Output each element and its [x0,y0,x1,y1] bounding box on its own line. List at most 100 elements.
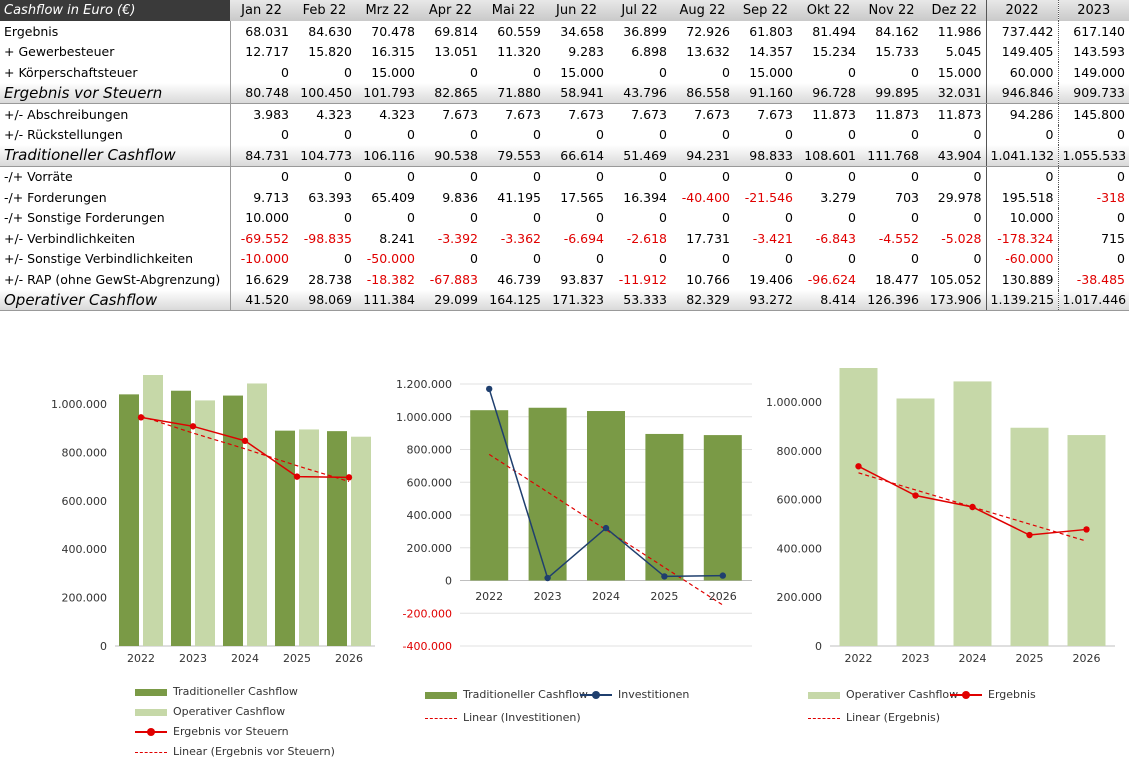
line-point[interactable] [912,492,919,499]
table-cell[interactable]: 703 [895,189,919,205]
table-cell[interactable]: 93.837 [560,271,604,287]
table-cell[interactable]: 100.450 [293,82,356,104]
legend-item[interactable]: Linear (Ergebnis vor Steuern) [135,745,335,758]
table-cell[interactable]: 84.162 [875,23,919,39]
table-cell[interactable]: 60.559 [497,23,541,39]
table-cell[interactable]: 9.713 [253,189,289,205]
table-cell[interactable]: 80.748 [230,82,293,104]
table-cell[interactable]: 72.926 [686,23,730,39]
table-cell[interactable]: 4.323 [293,103,356,125]
table-cell[interactable]: 46.739 [497,271,541,287]
table-cell[interactable]: 0 [344,64,352,80]
table-cell[interactable]: 51.469 [608,145,671,167]
table-cell[interactable]: 84.630 [308,23,352,39]
column-header[interactable]: Jan 22 [230,0,293,21]
table-cell[interactable]: 0 [1057,165,1129,187]
bar[interactable] [195,400,215,646]
table-cell[interactable]: 0 [973,127,982,143]
table-cell[interactable]: 15.000 [937,64,982,80]
bar[interactable] [171,390,191,646]
line-point[interactable] [486,385,493,393]
table-cell[interactable]: 84.731 [230,145,293,167]
table-cell[interactable]: 93.272 [734,289,797,311]
table-cell[interactable]: 1.055.533 [1057,145,1129,167]
column-header[interactable]: Okt 22 [797,0,860,21]
table-cell[interactable]: 7.673 [671,103,734,125]
table-cell[interactable]: 98.069 [293,289,356,311]
table-cell[interactable]: 0 [596,251,604,267]
table-cell[interactable]: 104.773 [293,145,356,167]
table-cell[interactable]: 32.031 [923,82,986,104]
table-cell[interactable]: 108.601 [797,145,860,167]
table-cell[interactable]: 173.906 [923,289,986,311]
table-cell[interactable]: -11.912 [618,271,667,287]
column-header[interactable]: 2023 [1057,0,1129,21]
bar[interactable] [223,395,243,646]
bar[interactable] [587,411,625,581]
row-label[interactable]: Traditioneller Cashflow [0,145,231,167]
table-cell[interactable]: 737.442 [985,21,1058,42]
table-cell[interactable]: 0 [545,165,608,187]
table-cell[interactable]: 0 [1057,207,1129,228]
table-cell[interactable]: 96.728 [797,82,860,104]
table-cell[interactable]: 0 [596,127,604,143]
table-cell[interactable]: 8.414 [797,289,860,311]
table-cell[interactable]: 0 [1057,248,1129,269]
table-cell[interactable]: 28.738 [308,271,352,287]
table-cell[interactable]: 0 [785,127,793,143]
line-point[interactable] [137,414,145,421]
table-cell[interactable]: 11.320 [497,44,541,60]
table-cell[interactable]: -50.000 [366,251,415,267]
table-cell[interactable]: 15.000 [371,64,415,80]
row-label[interactable]: +/- Abschreibungen [0,103,231,125]
table-cell[interactable]: 111.768 [860,145,923,167]
table-cell[interactable]: 0 [785,251,793,267]
line-point[interactable] [544,574,551,582]
table-cell[interactable]: 0 [911,127,919,143]
table-cell[interactable]: 0 [293,165,356,187]
table-cell[interactable]: 0 [407,127,415,143]
table-cell[interactable]: 195.518 [985,187,1058,208]
column-header[interactable]: Apr 22 [419,0,482,21]
table-cell[interactable]: 29.978 [937,189,982,205]
bar[interactable] [839,368,878,646]
column-header[interactable]: Aug 22 [671,0,734,21]
bar[interactable] [703,435,742,581]
table-cell[interactable]: 7.673 [545,103,608,125]
table-cell[interactable]: 0 [344,251,352,267]
table-cell[interactable]: -40.400 [681,189,730,205]
column-header[interactable]: Dez 22 [923,0,986,21]
table-cell[interactable]: -21.546 [744,189,793,205]
table-cell[interactable]: 12.717 [245,44,289,60]
line-point[interactable] [189,423,197,430]
bar[interactable] [645,433,684,581]
table-cell[interactable]: 0 [419,165,482,187]
table-cell[interactable]: 71.880 [482,82,545,104]
table-cell[interactable]: 0 [470,210,478,226]
table-cell[interactable]: 0 [911,64,919,80]
table-cell[interactable]: 10.000 [985,207,1058,228]
table-cell[interactable]: 16.394 [623,189,667,205]
line-point[interactable] [1083,526,1090,533]
table-cell[interactable]: 0 [848,64,856,80]
table-cell[interactable]: 91.160 [734,82,797,104]
table-cell[interactable]: 17.731 [686,230,730,246]
table-cell[interactable]: 15.000 [560,64,604,80]
table-cell[interactable]: 16.629 [245,271,289,287]
line-point[interactable] [855,463,862,470]
table-cell[interactable]: 149.405 [985,41,1058,62]
table-cell[interactable]: 68.031 [245,23,289,39]
table-cell[interactable]: 3.983 [230,103,293,125]
table-title[interactable]: Cashflow in Euro (€) [0,0,230,21]
bar[interactable] [143,375,163,646]
table-cell[interactable]: 0 [470,64,478,80]
table-cell[interactable]: 0 [533,127,541,143]
table-cell[interactable]: 0 [659,127,667,143]
table-cell[interactable]: -67.883 [429,271,478,287]
table-cell[interactable]: 69.814 [434,23,478,39]
table-cell[interactable]: -3.392 [437,230,478,246]
column-header[interactable]: Nov 22 [860,0,923,21]
table-cell[interactable]: -4.552 [878,230,919,246]
table-cell[interactable]: 11.986 [937,23,982,39]
table-cell[interactable]: 0 [911,210,919,226]
